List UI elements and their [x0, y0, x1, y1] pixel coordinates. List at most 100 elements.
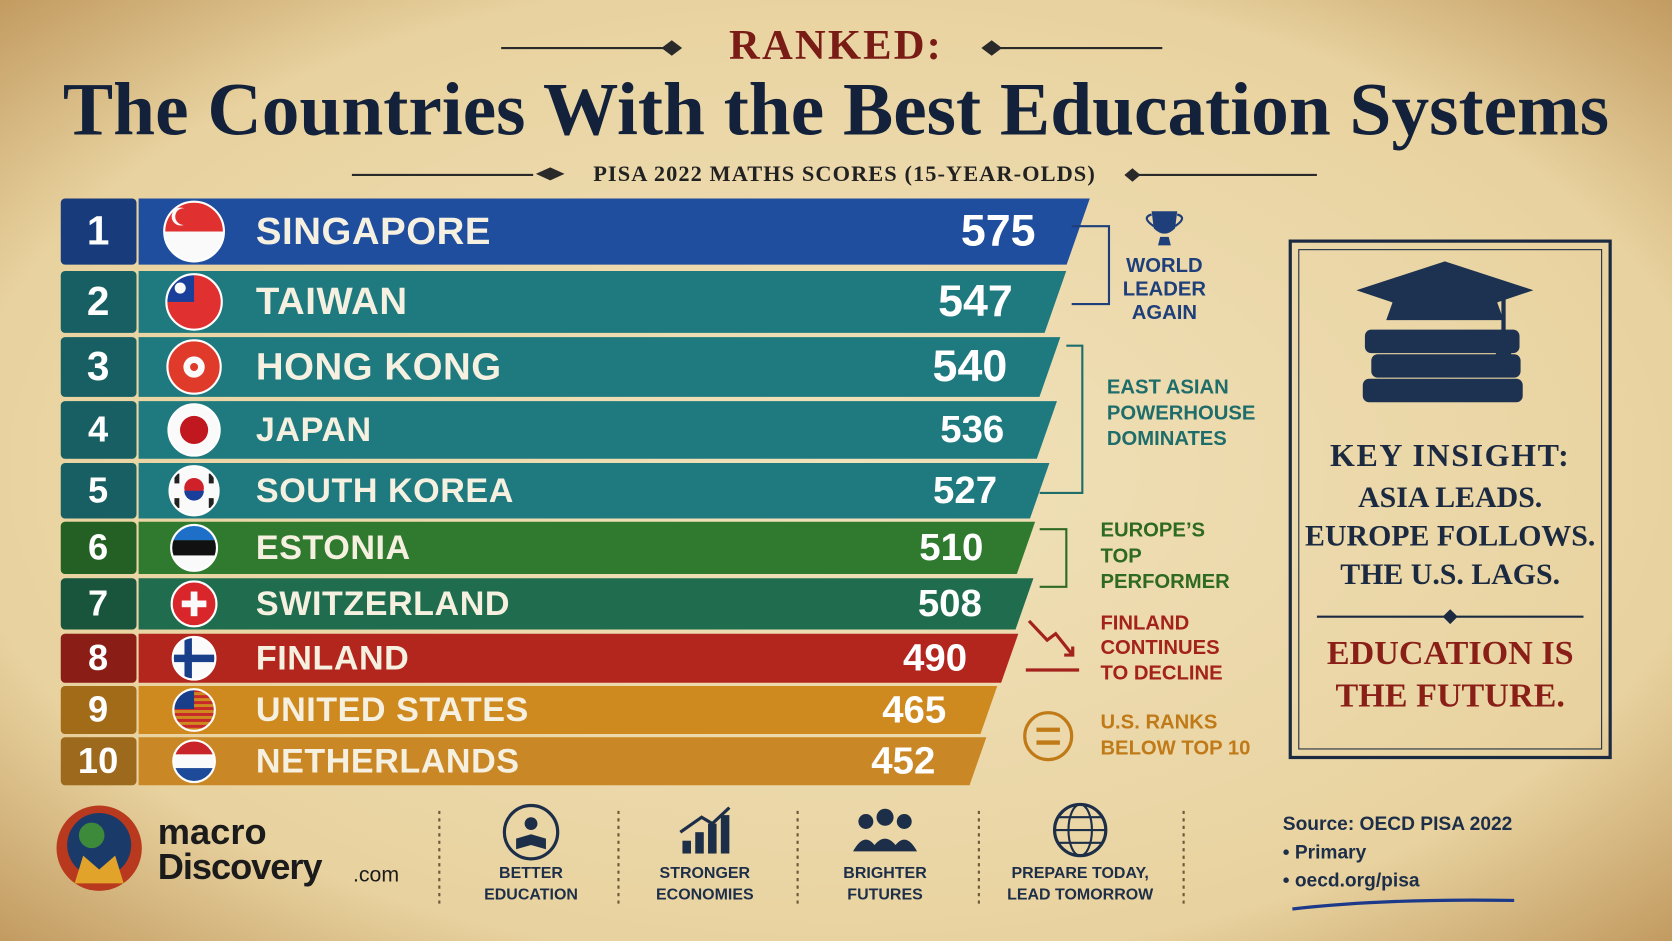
country: SOUTH KOREA — [256, 472, 514, 510]
brand-com: .com — [353, 863, 399, 887]
flag — [168, 404, 220, 456]
header-ornaments — [351, 40, 1317, 182]
insight-line: THE U.S. LAGS. — [1340, 558, 1560, 591]
bracket — [1039, 344, 1084, 494]
flag-ring — [165, 273, 223, 331]
bar — [138, 270, 1067, 333]
country: FINLAND — [256, 639, 409, 677]
country: UNITED STATES — [256, 691, 529, 729]
annotation: WORLD — [1126, 255, 1202, 277]
rank: 8 — [88, 637, 108, 678]
flag-part — [208, 498, 214, 508]
flag-part — [173, 724, 215, 728]
pillar-label: ECONOMIES — [656, 886, 754, 903]
value-label: 510 — [919, 526, 983, 569]
value-label: 465 — [882, 688, 946, 731]
rank-box — [60, 633, 137, 683]
flag-ring — [172, 688, 216, 732]
bar — [138, 686, 998, 735]
rank-shade — [60, 401, 137, 459]
row: 1 SINGAPORE 575 — [60, 198, 1090, 265]
annotation: U.S. RANKS — [1100, 712, 1217, 734]
rank: 7 — [88, 583, 108, 624]
value-label: 575 — [961, 205, 1036, 255]
country: NETHERLANDS — [256, 742, 520, 780]
rank-box — [60, 578, 137, 630]
rank-shade — [60, 521, 137, 574]
ranking-rows: 1 SINGAPORE 575 2 TAIWAN 547 3 HONG KONG 540 4 JAP… — [60, 198, 1090, 786]
flag-part — [173, 718, 215, 722]
bar — [138, 578, 1034, 630]
rank-box — [60, 198, 137, 265]
flag-ring — [166, 339, 222, 395]
rank: 5 — [88, 469, 108, 510]
annotation: POWERHOUSE — [1107, 402, 1255, 424]
annotation: AGAIN — [1132, 302, 1197, 324]
pillar-label: BRIGHTER — [843, 865, 927, 882]
flag-ring — [171, 635, 217, 681]
rank-shade — [60, 270, 137, 333]
rank-box — [60, 401, 137, 459]
value-label: 508 — [918, 582, 982, 625]
chart-title: The Countries With the Best Education Sy… — [63, 68, 1609, 151]
pillar-label: FUTURES — [847, 886, 923, 903]
rank: 6 — [88, 527, 108, 568]
rank-box — [60, 463, 137, 519]
annotation: EUROPE’S — [1100, 520, 1205, 542]
flag-part — [181, 600, 207, 608]
rank-box — [60, 686, 137, 735]
row: 7 SWITZERLAND 508 — [60, 578, 1034, 630]
flag — [172, 636, 216, 680]
insight-line: ASIA LEADS. — [1358, 481, 1542, 514]
rank: 4 — [88, 409, 108, 450]
flag-part — [171, 540, 217, 556]
row: 6 ESTONIA 510 — [60, 521, 1036, 574]
pillars: BETTER EDUCATION STRONGER ECONOMIES BRIGHTER… — [484, 865, 1154, 903]
value-label: 536 — [940, 408, 1004, 451]
bar — [138, 521, 1036, 574]
rank-shade — [60, 337, 137, 397]
rank-shade — [60, 633, 137, 683]
rank-shade — [60, 198, 137, 265]
annotation: FINLAND — [1100, 612, 1189, 634]
insight-heading: KEY INSIGHT: — [1330, 437, 1570, 473]
rank-box — [60, 337, 137, 397]
row: 5 SOUTH KOREA 527 — [60, 463, 1050, 519]
annotation: EAST ASIAN — [1107, 377, 1229, 399]
annotation: TOP — [1100, 545, 1141, 567]
rank-shade — [60, 463, 137, 519]
rank: 10 — [78, 740, 118, 781]
insight-box — [1288, 239, 1612, 760]
rank: 3 — [87, 343, 110, 389]
flag-part — [172, 654, 216, 663]
row: 9 UNITED STATES 465 — [60, 686, 998, 735]
flag-part — [208, 473, 214, 484]
annotation: CONTINUES — [1100, 637, 1219, 659]
source: Source: OECD PISA 2022 — [1283, 814, 1513, 835]
flag-ring — [170, 580, 218, 628]
insight-tagline: THE FUTURE. — [1336, 678, 1565, 715]
row: 2 TAIWAN 547 — [60, 270, 1067, 333]
flag-ring — [163, 200, 225, 263]
annotation: DOMINATES — [1107, 428, 1227, 450]
equals-sign — [1036, 727, 1060, 745]
annotation: TO DECLINE — [1100, 663, 1222, 685]
value-label: 540 — [933, 341, 1008, 391]
bar — [138, 198, 1090, 265]
pillar-label: LEAD TOMORROW — [1007, 886, 1154, 903]
bar — [138, 737, 987, 786]
trophy-handles — [1145, 213, 1184, 228]
value-label: 490 — [903, 637, 967, 680]
pillar-label: STRONGER — [660, 865, 751, 882]
flag-part — [179, 415, 209, 445]
flag-part — [184, 490, 204, 501]
flag-part — [174, 498, 180, 508]
kicker: RANKED: — [729, 22, 943, 69]
rank-shade — [60, 686, 137, 735]
flag-part — [174, 282, 186, 294]
row: 8 FINLAND 490 — [60, 633, 1019, 683]
country: HONG KONG — [256, 345, 502, 388]
